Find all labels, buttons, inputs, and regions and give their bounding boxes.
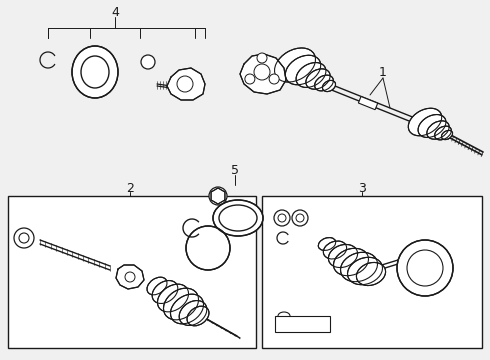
Text: 1: 1	[379, 66, 387, 78]
Ellipse shape	[341, 252, 377, 282]
Ellipse shape	[306, 69, 330, 89]
Ellipse shape	[274, 48, 316, 82]
Circle shape	[141, 55, 155, 69]
Polygon shape	[211, 188, 225, 204]
Ellipse shape	[179, 301, 207, 325]
Ellipse shape	[157, 284, 189, 312]
Ellipse shape	[334, 248, 368, 276]
Circle shape	[397, 240, 453, 296]
Text: 2: 2	[126, 181, 134, 194]
Bar	[8, 196, 256, 348]
Polygon shape	[240, 54, 286, 94]
Circle shape	[274, 210, 290, 226]
Ellipse shape	[315, 75, 333, 91]
Text: 4: 4	[111, 5, 119, 18]
Ellipse shape	[213, 200, 263, 236]
Ellipse shape	[296, 63, 326, 87]
Bar	[358, 96, 378, 110]
Circle shape	[245, 74, 255, 84]
Circle shape	[269, 74, 279, 84]
Ellipse shape	[322, 80, 336, 91]
Ellipse shape	[441, 130, 453, 140]
Circle shape	[177, 76, 193, 92]
Text: 3: 3	[358, 181, 366, 194]
Ellipse shape	[171, 294, 203, 324]
Ellipse shape	[356, 262, 386, 285]
Polygon shape	[167, 68, 205, 100]
Circle shape	[257, 53, 267, 63]
Bar	[262, 196, 482, 348]
Circle shape	[186, 226, 230, 270]
Ellipse shape	[72, 46, 118, 98]
Ellipse shape	[164, 288, 198, 320]
Ellipse shape	[418, 114, 446, 138]
Ellipse shape	[408, 108, 441, 136]
Ellipse shape	[323, 241, 346, 259]
Ellipse shape	[318, 238, 336, 251]
Circle shape	[209, 187, 227, 205]
Text: 5: 5	[231, 163, 239, 176]
Ellipse shape	[187, 306, 209, 326]
Circle shape	[292, 210, 308, 226]
Ellipse shape	[328, 244, 358, 267]
Circle shape	[14, 228, 34, 248]
Polygon shape	[116, 265, 144, 289]
Ellipse shape	[435, 126, 451, 140]
Ellipse shape	[427, 121, 449, 139]
Ellipse shape	[147, 277, 167, 295]
Bar	[275, 316, 330, 332]
Ellipse shape	[347, 257, 383, 285]
Ellipse shape	[152, 280, 178, 303]
Ellipse shape	[285, 55, 320, 85]
